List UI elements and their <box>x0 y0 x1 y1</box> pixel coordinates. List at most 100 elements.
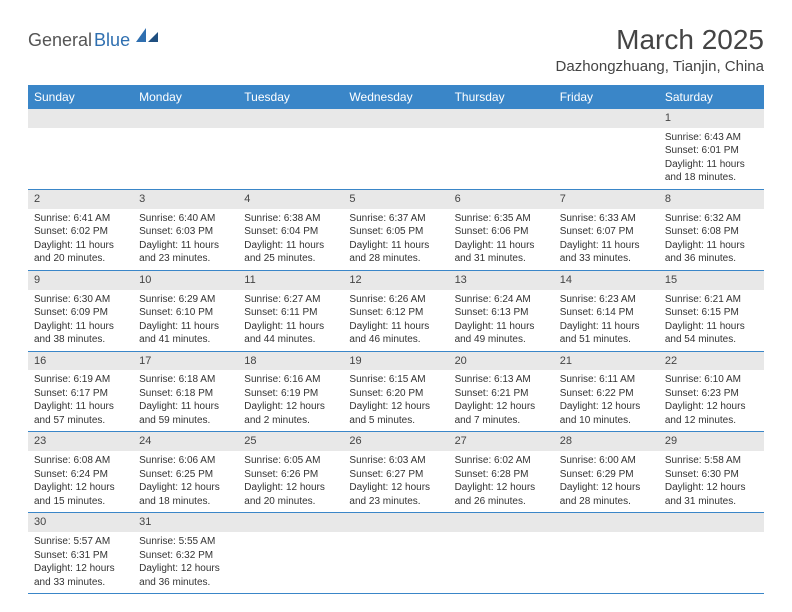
sunrise-text: Sunrise: 6:40 AM <box>139 212 232 226</box>
day-number <box>343 513 448 532</box>
sunrise-text: Sunrise: 6:15 AM <box>349 373 442 387</box>
sunrise-text: Sunrise: 6:27 AM <box>244 293 337 307</box>
day-cell <box>133 128 238 190</box>
day-number: 17 <box>133 351 238 370</box>
day-number: 2 <box>28 189 133 208</box>
daylight-text: and 26 minutes. <box>455 495 548 509</box>
sunrise-text: Sunrise: 6:37 AM <box>349 212 442 226</box>
daylight-text: and 28 minutes. <box>560 495 653 509</box>
day-cell <box>554 128 659 190</box>
day-number <box>343 109 448 128</box>
day-cell: Sunrise: 6:06 AMSunset: 6:25 PMDaylight:… <box>133 451 238 513</box>
sunset-text: Sunset: 6:06 PM <box>455 225 548 239</box>
day-number: 10 <box>133 270 238 289</box>
daylight-text: Daylight: 11 hours <box>665 239 758 253</box>
day-number: 25 <box>238 432 343 451</box>
day-cell: Sunrise: 6:23 AMSunset: 6:14 PMDaylight:… <box>554 290 659 352</box>
day-number <box>238 513 343 532</box>
week-row: Sunrise: 6:08 AMSunset: 6:24 PMDaylight:… <box>28 451 764 513</box>
daylight-text: and 38 minutes. <box>34 333 127 347</box>
daylight-text: and 36 minutes. <box>665 252 758 266</box>
sunrise-text: Sunrise: 6:11 AM <box>560 373 653 387</box>
sunset-text: Sunset: 6:11 PM <box>244 306 337 320</box>
weekday-header: Saturday <box>659 85 764 109</box>
day-cell <box>659 532 764 594</box>
daylight-text: and 49 minutes. <box>455 333 548 347</box>
sunset-text: Sunset: 6:03 PM <box>139 225 232 239</box>
daylight-text: Daylight: 11 hours <box>34 400 127 414</box>
sunrise-text: Sunrise: 5:55 AM <box>139 535 232 549</box>
day-number <box>238 109 343 128</box>
day-cell: Sunrise: 6:10 AMSunset: 6:23 PMDaylight:… <box>659 370 764 432</box>
daylight-text: and 28 minutes. <box>349 252 442 266</box>
day-number: 30 <box>28 513 133 532</box>
day-cell: Sunrise: 6:32 AMSunset: 6:08 PMDaylight:… <box>659 209 764 271</box>
day-cell: Sunrise: 6:18 AMSunset: 6:18 PMDaylight:… <box>133 370 238 432</box>
daylight-text: Daylight: 12 hours <box>349 481 442 495</box>
day-number <box>449 109 554 128</box>
daylight-text: and 41 minutes. <box>139 333 232 347</box>
day-number-row: 2345678 <box>28 189 764 208</box>
daylight-text: and 25 minutes. <box>244 252 337 266</box>
day-cell: Sunrise: 6:00 AMSunset: 6:29 PMDaylight:… <box>554 451 659 513</box>
day-number-row: 9101112131415 <box>28 270 764 289</box>
sunrise-text: Sunrise: 6:24 AM <box>455 293 548 307</box>
daylight-text: Daylight: 12 hours <box>560 400 653 414</box>
daylight-text: Daylight: 12 hours <box>455 481 548 495</box>
sunset-text: Sunset: 6:08 PM <box>665 225 758 239</box>
day-number-row: 3031 <box>28 513 764 532</box>
day-cell <box>238 128 343 190</box>
day-cell: Sunrise: 6:02 AMSunset: 6:28 PMDaylight:… <box>449 451 554 513</box>
day-number: 8 <box>659 189 764 208</box>
day-cell: Sunrise: 6:21 AMSunset: 6:15 PMDaylight:… <box>659 290 764 352</box>
sunrise-text: Sunrise: 6:18 AM <box>139 373 232 387</box>
day-number: 6 <box>449 189 554 208</box>
week-row: Sunrise: 5:57 AMSunset: 6:31 PMDaylight:… <box>28 532 764 594</box>
weekday-header-row: Sunday Monday Tuesday Wednesday Thursday… <box>28 85 764 109</box>
day-cell: Sunrise: 6:08 AMSunset: 6:24 PMDaylight:… <box>28 451 133 513</box>
day-number: 5 <box>343 189 448 208</box>
day-cell: Sunrise: 6:41 AMSunset: 6:02 PMDaylight:… <box>28 209 133 271</box>
sunset-text: Sunset: 6:07 PM <box>560 225 653 239</box>
day-cell: Sunrise: 6:11 AMSunset: 6:22 PMDaylight:… <box>554 370 659 432</box>
sunrise-text: Sunrise: 6:13 AM <box>455 373 548 387</box>
day-number: 4 <box>238 189 343 208</box>
daylight-text: and 59 minutes. <box>139 414 232 428</box>
sunrise-text: Sunrise: 6:35 AM <box>455 212 548 226</box>
daylight-text: Daylight: 12 hours <box>244 481 337 495</box>
sunset-text: Sunset: 6:23 PM <box>665 387 758 401</box>
day-cell <box>343 128 448 190</box>
sunset-text: Sunset: 6:31 PM <box>34 549 127 563</box>
day-number: 7 <box>554 189 659 208</box>
sunrise-text: Sunrise: 6:00 AM <box>560 454 653 468</box>
sunset-text: Sunset: 6:04 PM <box>244 225 337 239</box>
sunset-text: Sunset: 6:26 PM <box>244 468 337 482</box>
day-number: 3 <box>133 189 238 208</box>
daylight-text: and 33 minutes. <box>560 252 653 266</box>
day-number: 9 <box>28 270 133 289</box>
day-number: 1 <box>659 109 764 128</box>
daylight-text: and 31 minutes. <box>665 495 758 509</box>
sunrise-text: Sunrise: 6:38 AM <box>244 212 337 226</box>
daylight-text: Daylight: 12 hours <box>34 481 127 495</box>
day-number <box>28 109 133 128</box>
weekday-header: Sunday <box>28 85 133 109</box>
sunset-text: Sunset: 6:01 PM <box>665 144 758 158</box>
sunset-text: Sunset: 6:22 PM <box>560 387 653 401</box>
sunrise-text: Sunrise: 5:58 AM <box>665 454 758 468</box>
day-number: 20 <box>449 351 554 370</box>
day-number <box>554 109 659 128</box>
sunrise-text: Sunrise: 6:05 AM <box>244 454 337 468</box>
sunset-text: Sunset: 6:25 PM <box>139 468 232 482</box>
day-cell <box>238 532 343 594</box>
day-cell: Sunrise: 6:37 AMSunset: 6:05 PMDaylight:… <box>343 209 448 271</box>
day-cell: Sunrise: 5:58 AMSunset: 6:30 PMDaylight:… <box>659 451 764 513</box>
daylight-text: and 15 minutes. <box>34 495 127 509</box>
day-number <box>554 513 659 532</box>
day-cell: Sunrise: 6:24 AMSunset: 6:13 PMDaylight:… <box>449 290 554 352</box>
day-cell: Sunrise: 6:27 AMSunset: 6:11 PMDaylight:… <box>238 290 343 352</box>
daylight-text: Daylight: 12 hours <box>665 400 758 414</box>
daylight-text: Daylight: 11 hours <box>349 320 442 334</box>
sunset-text: Sunset: 6:20 PM <box>349 387 442 401</box>
sunrise-text: Sunrise: 6:10 AM <box>665 373 758 387</box>
